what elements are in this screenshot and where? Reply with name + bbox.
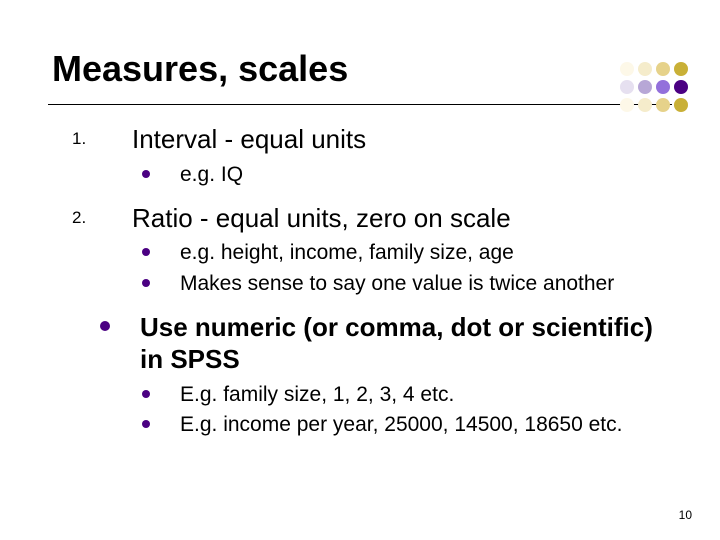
- list-text: E.g. family size, 1, 2, 3, 4 etc.: [180, 382, 454, 408]
- list-item: 2. Ratio - equal units, zero on scale: [72, 202, 664, 235]
- bullet-icon: [142, 279, 150, 287]
- list-text: Use numeric (or comma, dot or scientific…: [140, 311, 664, 376]
- list-item: E.g. income per year, 25000, 14500, 1865…: [142, 412, 664, 438]
- dot-icon: [674, 98, 688, 112]
- sub-list: e.g. height, income, family size, age Ma…: [142, 240, 664, 297]
- dot-icon: [638, 98, 652, 112]
- list-text: Ratio - equal units, zero on scale: [132, 202, 511, 235]
- dot-icon: [620, 98, 634, 112]
- decorative-dot-grid: [620, 62, 688, 112]
- list-item: e.g. IQ: [142, 162, 664, 188]
- bullet-icon: [142, 170, 150, 178]
- dot-icon: [674, 62, 688, 76]
- list-item: E.g. family size, 1, 2, 3, 4 etc.: [142, 382, 664, 408]
- slide-content: 1. Interval - equal units e.g. IQ 2. Rat…: [48, 123, 672, 438]
- title-underline: [48, 104, 672, 105]
- page-number: 10: [679, 508, 692, 522]
- list-text: e.g. height, income, family size, age: [180, 240, 514, 266]
- dot-icon: [674, 80, 688, 94]
- dot-icon: [638, 62, 652, 76]
- list-text: Interval - equal units: [132, 123, 366, 156]
- dot-icon: [656, 98, 670, 112]
- list-number: 1.: [72, 123, 132, 149]
- list-number: 2.: [72, 202, 132, 228]
- bullet-icon: [142, 390, 150, 398]
- dot-icon: [656, 80, 670, 94]
- list-item: e.g. height, income, family size, age: [142, 240, 664, 266]
- list-item: Makes sense to say one value is twice an…: [142, 271, 664, 297]
- list-item: Use numeric (or comma, dot or scientific…: [100, 311, 664, 376]
- dot-icon: [656, 62, 670, 76]
- bullet-icon: [100, 321, 110, 331]
- sub-list: e.g. IQ: [142, 162, 664, 188]
- bullet-icon: [142, 248, 150, 256]
- dot-icon: [638, 80, 652, 94]
- slide: Measures, scales 1. Interval - equal uni…: [0, 0, 720, 540]
- bullet-icon: [142, 420, 150, 428]
- list-text: Makes sense to say one value is twice an…: [180, 271, 614, 297]
- dot-icon: [620, 80, 634, 94]
- dot-icon: [620, 62, 634, 76]
- list-item: 1. Interval - equal units: [72, 123, 664, 156]
- sub-list: E.g. family size, 1, 2, 3, 4 etc. E.g. i…: [142, 382, 664, 439]
- slide-title: Measures, scales: [48, 20, 672, 104]
- list-text: e.g. IQ: [180, 162, 243, 188]
- list-text: E.g. income per year, 25000, 14500, 1865…: [180, 412, 622, 438]
